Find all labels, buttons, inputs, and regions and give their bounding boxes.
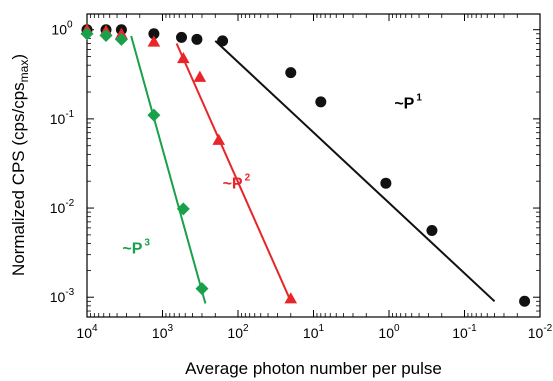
axis-ticks: [86, 14, 541, 318]
slope-annotation-triangle: ~P 2: [223, 173, 251, 193]
y-tick-label: 100: [51, 20, 73, 38]
data-point-circle: [148, 28, 160, 40]
y-axis-title-sub: max: [17, 60, 31, 83]
x-tick-label: 10-1: [452, 323, 477, 341]
x-tick-label: 101: [303, 323, 325, 341]
data-points: [80, 23, 531, 307]
data-point-circle: [380, 177, 392, 189]
x-tick-label: 104: [76, 323, 98, 341]
data-point-triangle: [284, 292, 298, 304]
data-point-circle: [426, 225, 438, 237]
fit-line-diamond: [130, 35, 207, 304]
data-point-diamond: [176, 202, 190, 216]
data-point-diamond: [147, 108, 161, 122]
fit-lines: [130, 35, 496, 304]
fit-line-circle: [214, 40, 496, 303]
y-axis-title-close: ): [9, 54, 28, 60]
x-tick-label: 103: [152, 323, 174, 341]
x-tick-label: 100: [378, 323, 400, 341]
slope-annotation-circle: ~P 1: [394, 93, 422, 113]
data-point-circle: [315, 96, 327, 108]
data-point-triangle: [147, 35, 161, 47]
y-tick-labels: 100 10-1 10-2 10-3: [50, 20, 75, 306]
data-point-circle: [519, 295, 531, 307]
fit-line-triangle: [175, 43, 292, 302]
y-tick-label: 10-2: [50, 198, 75, 216]
x-tick-labels: 104 103 102 101 100 10-1 10-2: [76, 323, 552, 341]
plot-frame: [86, 13, 541, 318]
data-point-diamond: [80, 27, 94, 41]
data-point-triangle: [212, 133, 226, 145]
data-point-circle: [176, 31, 188, 43]
x-axis-title: Average photon number per pulse: [185, 359, 442, 378]
data-point-circle: [285, 67, 297, 79]
x-tick-label: 10-2: [528, 323, 553, 341]
data-point-diamond: [114, 32, 128, 46]
data-point-triangle: [193, 70, 207, 82]
x-tick-label: 102: [227, 323, 249, 341]
slope-annotations: ~P 1 ~P 2 ~P 3: [122, 93, 422, 258]
data-point-diamond: [195, 282, 209, 296]
data-point-diamond: [99, 29, 113, 43]
data-point-circle: [191, 33, 203, 45]
data-point-circle: [217, 35, 229, 47]
y-axis-title-main: Normalized CPS (cps/cps: [9, 82, 28, 276]
y-tick-label: 10-1: [50, 109, 75, 127]
y-axis-title: Normalized CPS (cps/cpsmax): [9, 54, 31, 276]
slope-annotation-diamond: ~P 3: [122, 237, 150, 257]
y-tick-label: 10-3: [50, 287, 75, 305]
data-point-triangle: [177, 51, 190, 64]
